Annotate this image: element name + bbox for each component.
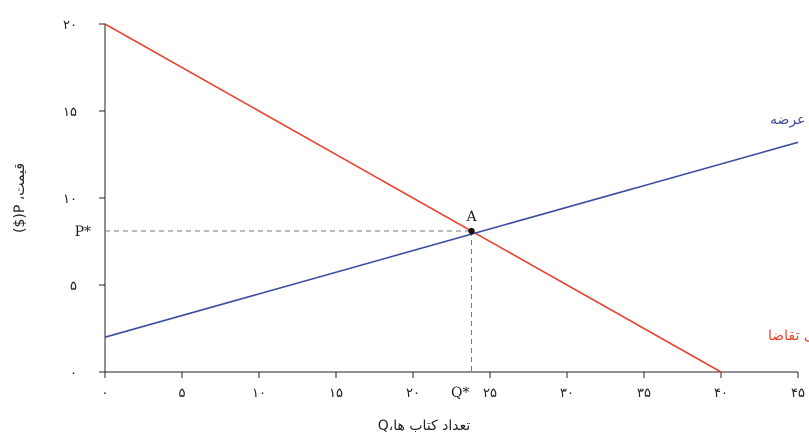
supply-curve-label: منحنی عرضه [770, 112, 809, 128]
equilibrium-point [468, 227, 475, 235]
equilibrium-guides [105, 230, 473, 372]
series-lines [104, 23, 799, 373]
equilibrium-price-label: P* [75, 224, 91, 240]
x-axis-title: تعداد کتاب ها،Q [378, 418, 471, 434]
x-tick-label: ۲۰ [406, 386, 420, 401]
y-tick-label: ۱۵ [63, 105, 77, 120]
equilibrium-quantity-label: Q* [451, 385, 469, 401]
y-tick-label: ۱۰ [63, 192, 77, 207]
x-tick-label: ۰ [102, 386, 109, 401]
y-ticks: ۰ ۵ ۱۰ ۱۵ ۲۰ [63, 18, 105, 381]
demand-curve [104, 23, 722, 373]
x-tick-label: ۴۰ [714, 386, 728, 401]
y-axis-title: قیمت، P($) [12, 163, 28, 233]
x-axis: ۰ ۵ ۱۰ ۱۵ ۲۰ ۲۵ ۳۰ ۳۵ ۴۰ ۴۵ [102, 371, 805, 401]
demand-curve-label: منحنی تقاضا [768, 328, 809, 344]
x-tick-label: ۲۵ [483, 386, 497, 401]
x-tick-label: ۳۵ [637, 386, 651, 401]
equilibrium-markers: A P* Q* [75, 209, 478, 401]
x-tick-label: ۱۵ [329, 386, 343, 401]
y-tick-label: ۰ [70, 366, 77, 381]
x-tick-label: ۳۰ [560, 386, 574, 401]
supply-curve [104, 141, 799, 338]
y-tick-label: ۵ [70, 279, 77, 294]
x-tick-label: ۵ [179, 386, 186, 401]
y-tick-label: ۲۰ [63, 18, 77, 33]
x-tick-label: ۱۰ [252, 386, 266, 401]
x-tick-label: ۴۵ [791, 386, 805, 401]
y-axis: ۰ ۵ ۱۰ ۱۵ ۲۰ [63, 18, 106, 381]
x-ticks: ۰ ۵ ۱۰ ۱۵ ۲۰ ۲۵ ۳۰ ۳۵ ۴۰ ۴۵ [102, 372, 805, 401]
equilibrium-point-label: A [465, 209, 477, 225]
